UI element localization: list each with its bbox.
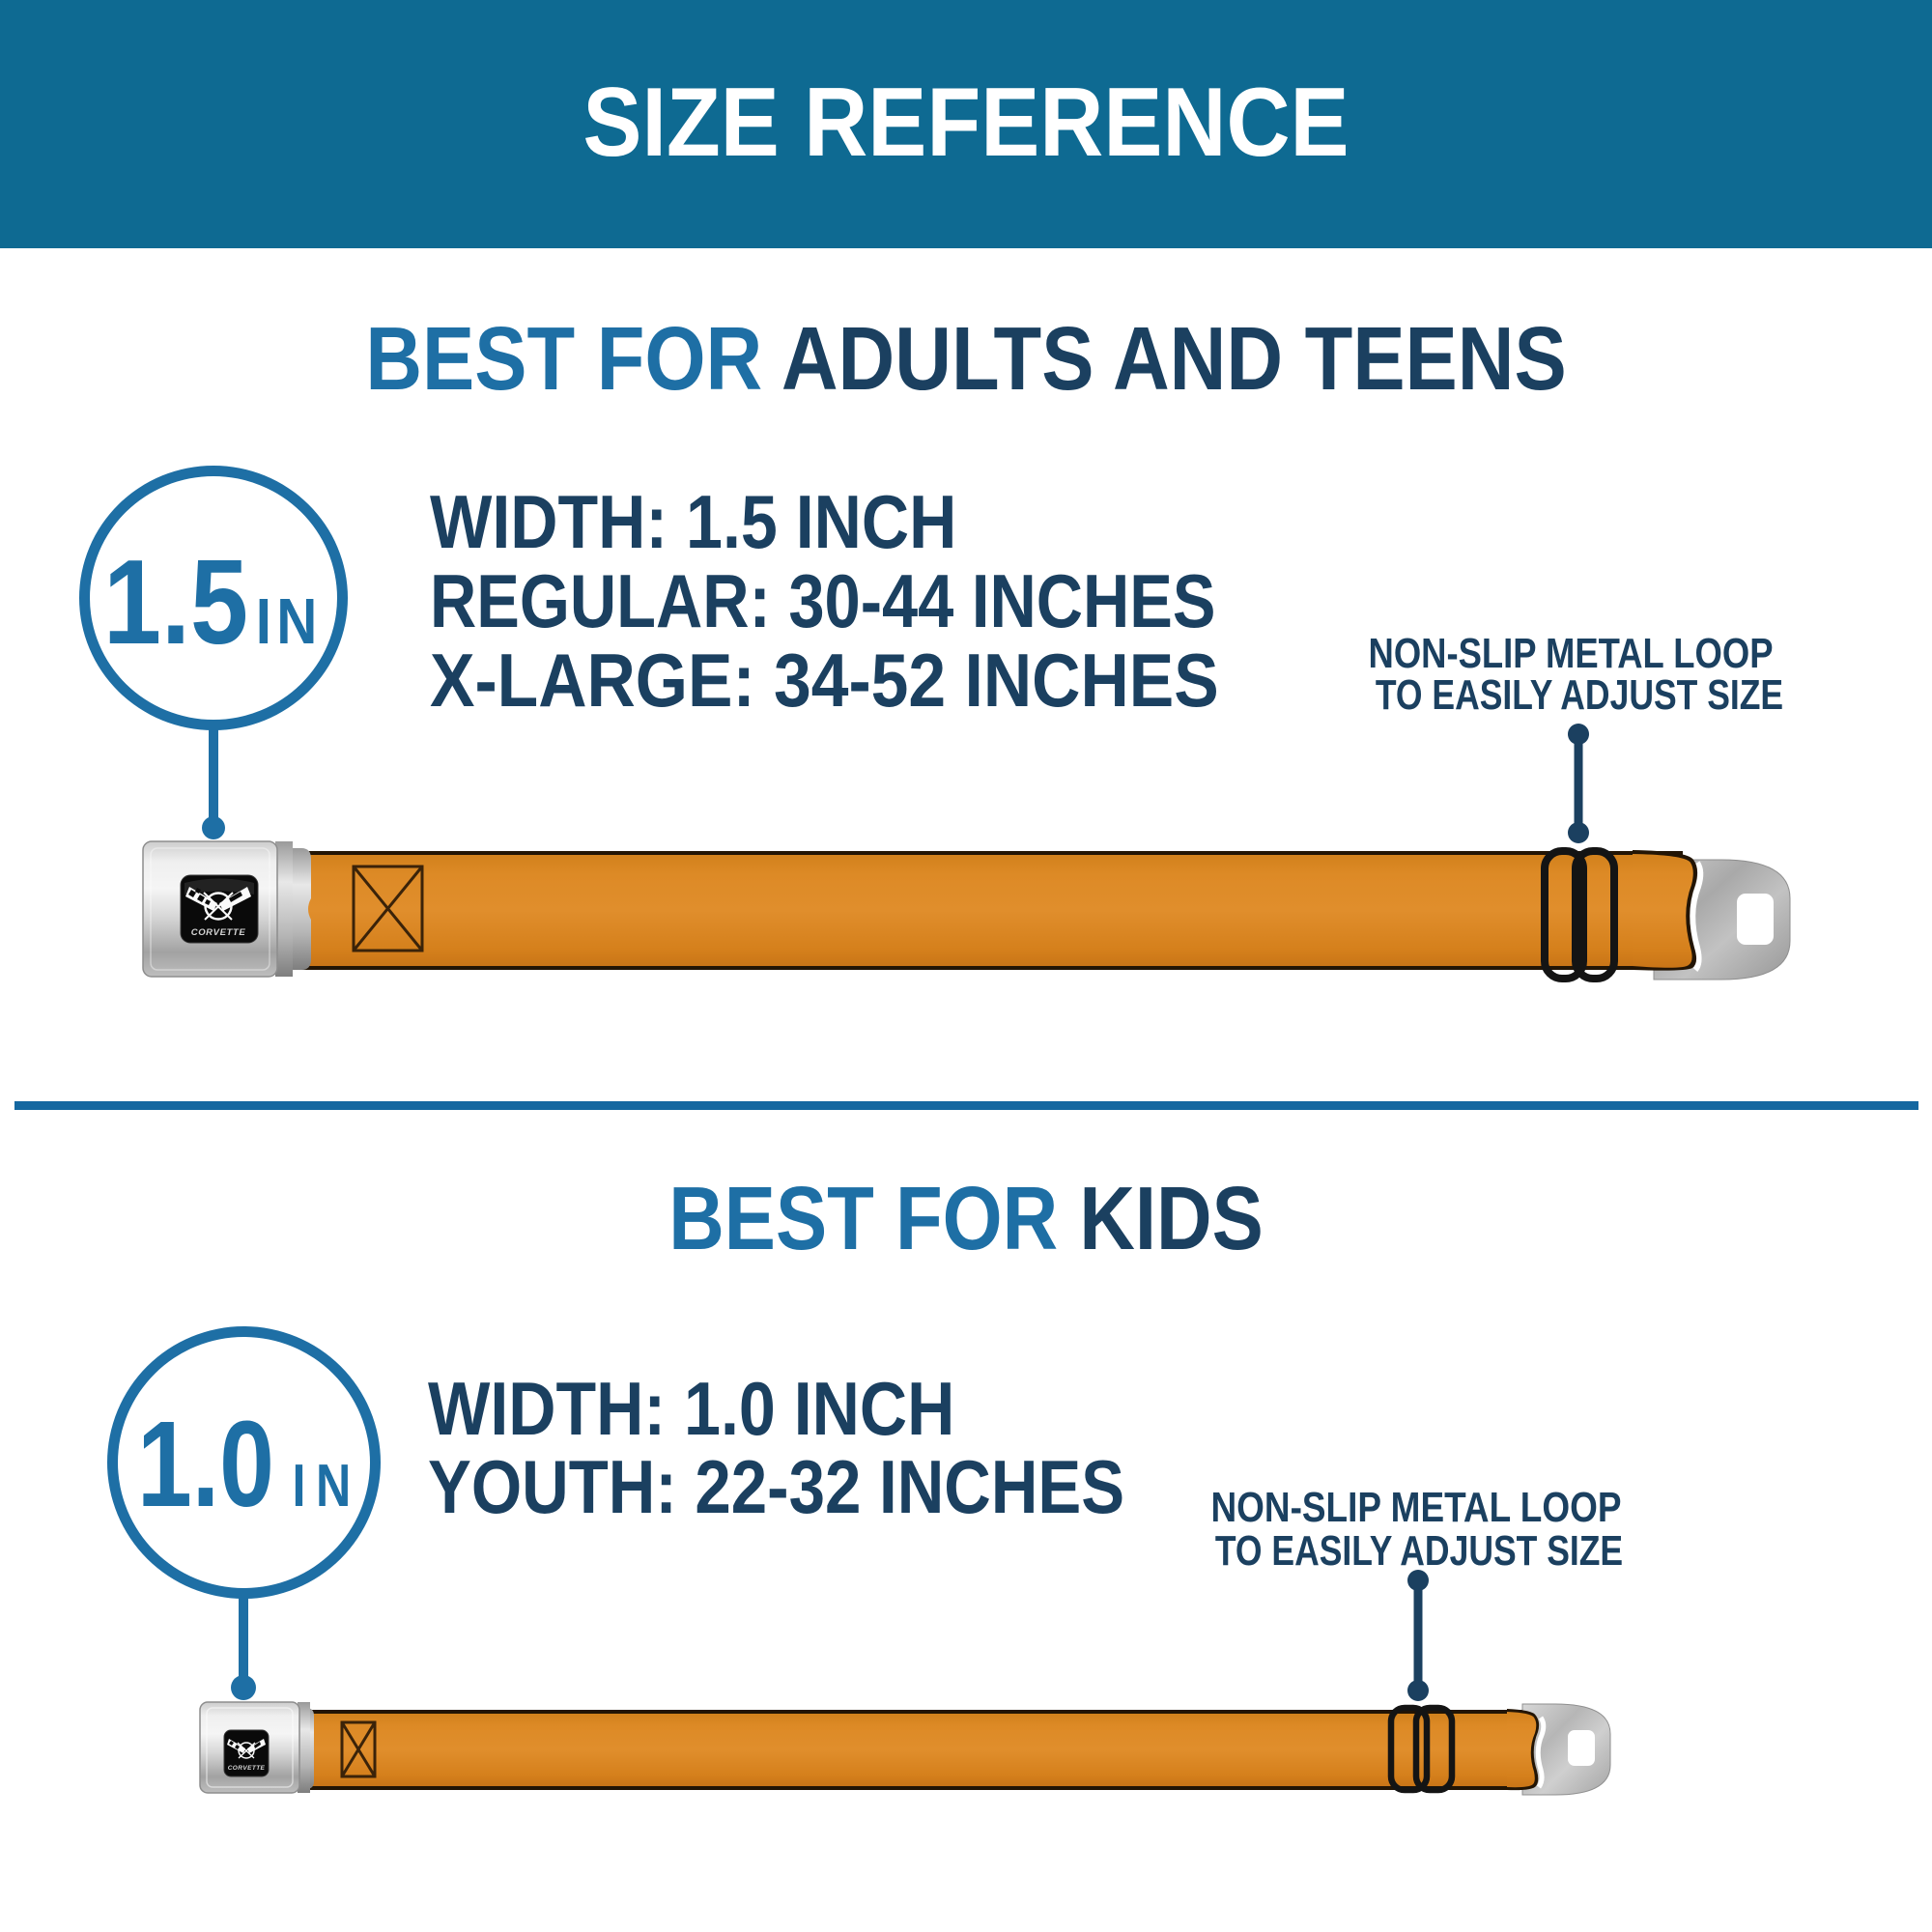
svg-text:CORVETTE: CORVETTE [191, 927, 246, 938]
svg-text:CORVETTE: CORVETTE [228, 1765, 266, 1772]
